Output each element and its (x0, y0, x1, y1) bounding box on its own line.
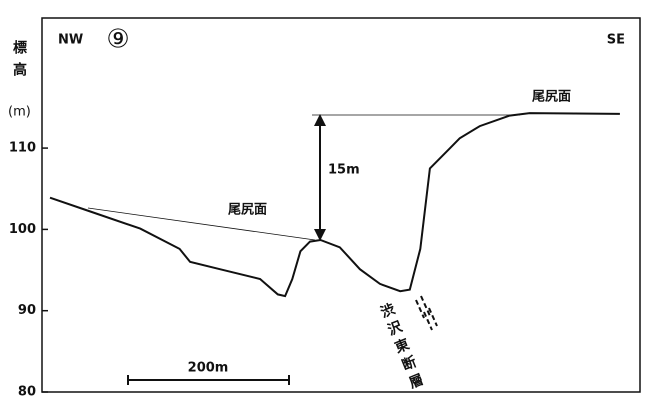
y-tick-label: 90 (18, 303, 36, 318)
surface-label: 尾尻面 (532, 90, 571, 105)
nw-label: NW (58, 33, 83, 48)
se-label: SE (607, 33, 625, 48)
surface-label: 尾尻面 (228, 203, 267, 218)
y-axis-label: 標高 (11, 39, 27, 84)
y-tick-label: 110 (9, 141, 36, 156)
y-tick-label: 100 (9, 222, 36, 237)
plot-frame (41, 17, 641, 393)
height-label: 15m (328, 163, 360, 178)
scale-label: 200m (188, 361, 229, 376)
fault-mark (415, 295, 438, 331)
surface-line (87, 207, 316, 241)
y-tick-label: 80 (18, 385, 36, 400)
chart-title: ⑨ (106, 25, 129, 55)
fault-label: 渋沢東断層 (376, 300, 427, 395)
y-axis-unit: (m) (8, 105, 31, 120)
profile-line (49, 112, 620, 298)
